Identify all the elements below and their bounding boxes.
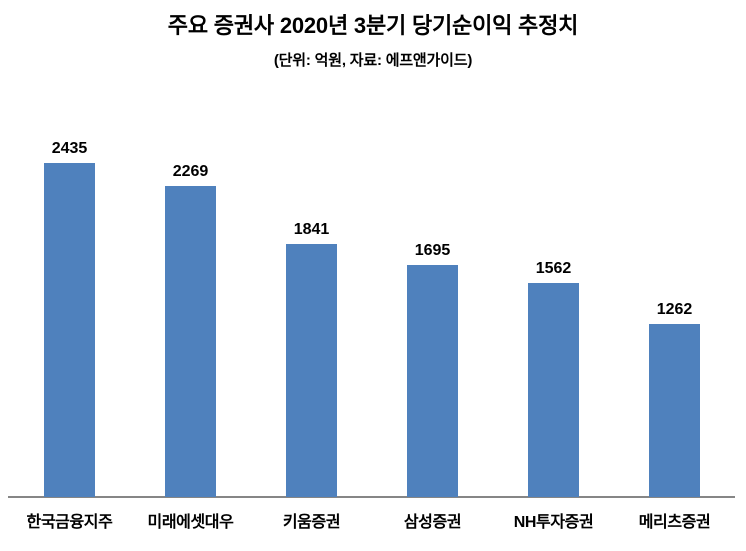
category-label: 삼성증권	[403, 514, 462, 531]
bar-value-label: 2435	[51, 140, 88, 157]
chart-title: 주요 증권사 2020년 3분기 당기순이익 추정치	[167, 13, 579, 38]
category-label: 메리츠증권	[638, 514, 711, 531]
bar[interactable]	[44, 163, 95, 497]
chart-subtitle: (단위: 억원, 자료: 에프앤가이드)	[273, 52, 473, 69]
bar-value-label: 1695	[414, 242, 451, 259]
bar-group: 2269 미래에셋대우	[130, 0, 251, 551]
bar[interactable]	[649, 324, 700, 497]
bar-group: 1841 키움증권	[251, 0, 372, 551]
bar-value-label: 2269	[172, 163, 209, 180]
bar-group: 2435 한국금융지주	[9, 0, 130, 551]
category-label: 키움증권	[282, 514, 341, 531]
bar[interactable]	[165, 186, 216, 497]
category-label: 미래에셋대우	[147, 514, 234, 531]
bar-value-label: 1562	[535, 260, 572, 277]
category-label: NH투자증권	[513, 514, 594, 531]
bar-group: 1262 메리츠증권	[614, 0, 735, 551]
bar-value-label: 1841	[293, 221, 330, 238]
bar-group: 1562 NH투자증권	[493, 0, 614, 551]
x-axis-line	[8, 496, 735, 498]
category-label: 한국금융지주	[26, 514, 113, 531]
bar-value-label: 1262	[656, 301, 693, 318]
bar[interactable]	[286, 244, 337, 497]
bar[interactable]	[407, 265, 458, 497]
bar[interactable]	[528, 283, 579, 497]
bar-group: 1695 삼성증권	[372, 0, 493, 551]
